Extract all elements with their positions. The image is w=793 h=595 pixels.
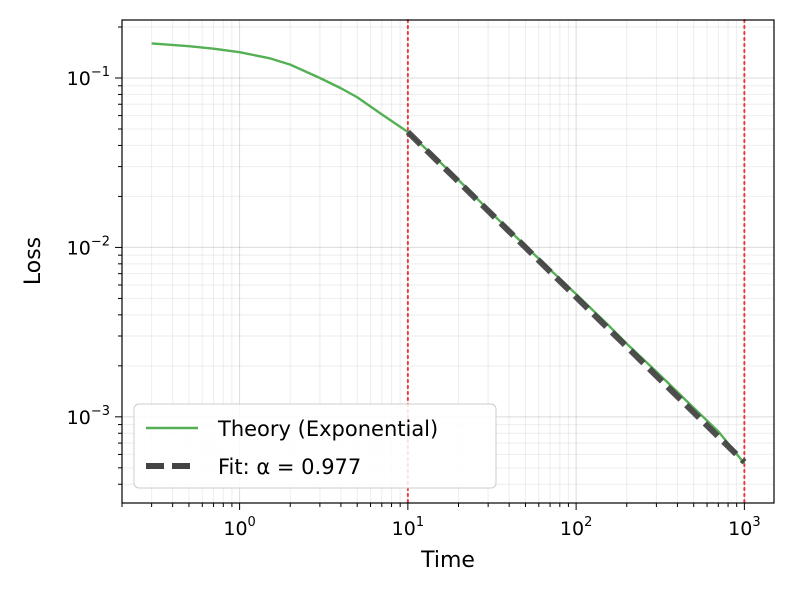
y-tick-label: 10−2 xyxy=(67,234,110,259)
x-tick-label: 101 xyxy=(392,515,424,540)
x-axis-label: Time xyxy=(420,548,475,573)
series-line-fit xyxy=(405,129,747,465)
series-lines xyxy=(151,42,747,465)
x-tick-label: 102 xyxy=(560,515,592,540)
y-tick-label: 10−1 xyxy=(67,65,110,90)
x-tick-label: 100 xyxy=(223,515,255,540)
legend-label-theory: Theory (Exponential) xyxy=(217,417,438,441)
x-tick-label: 103 xyxy=(728,515,760,540)
legend-box xyxy=(133,403,497,489)
legend-label-fit: Fit: α = 0.977 xyxy=(218,455,361,479)
y-axis-label: Loss xyxy=(21,237,46,285)
legend: Theory (Exponential) Fit: α = 0.977 xyxy=(133,403,497,489)
y-tick-label: 10−3 xyxy=(67,404,110,429)
plot-frame xyxy=(121,19,775,504)
axis-ticks: 100 101 102 103 10−3 10−2 10−1 xyxy=(67,26,761,540)
